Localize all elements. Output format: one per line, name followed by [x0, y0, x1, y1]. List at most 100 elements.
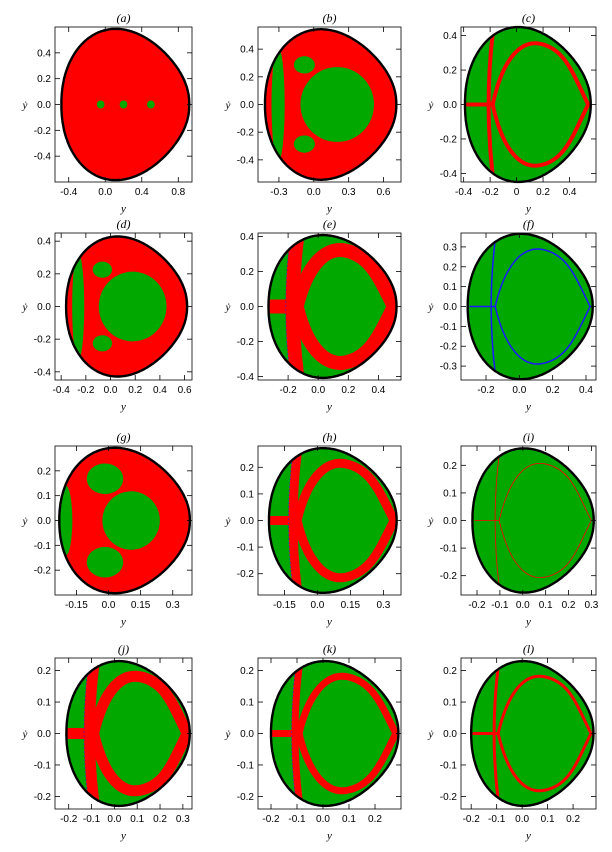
y-axis-label: ẏ [22, 100, 28, 112]
y-tick-label: 0.1 [443, 698, 457, 709]
y-tick-label: 0.2 [37, 666, 51, 677]
panel-title: (h) [323, 430, 337, 444]
x-tick-label: 0.2 [368, 814, 382, 825]
y-axis-label: ẏ [22, 729, 28, 741]
x-tick-label: -0.2 [482, 187, 500, 198]
x-tick-label: 0.0 [516, 600, 530, 611]
x-tick-label: 0.1 [541, 814, 555, 825]
basin-fill [471, 661, 594, 806]
y-axis-label: ẏ [225, 729, 231, 741]
panel: -0.4 -0.2 0 0.2 0.4 -0.4 -0.2 0.0 0.2 0.4 (c) y ẏ [428, 11, 597, 215]
y-tick-label: 0.1 [443, 488, 457, 499]
panel-title: (d) [117, 217, 131, 231]
basin-map [66, 661, 190, 806]
basin-lobe [102, 491, 160, 550]
x-tick-label: 0.2 [153, 814, 167, 825]
x-axis-label: y [326, 830, 332, 842]
basin-fill [467, 233, 593, 380]
basin-spot [147, 100, 155, 109]
basin-lobe [86, 546, 124, 578]
x-tick-label: -0.2 [262, 814, 280, 825]
basin-map [265, 29, 397, 180]
y-tick-label: 0.4 [240, 45, 254, 56]
x-tick-label: 0.2 [546, 385, 560, 396]
x-tick-label: -0.1 [488, 814, 506, 825]
y-tick-label: -0.3 [440, 362, 458, 373]
x-tick-label: 0.4 [371, 385, 385, 396]
y-tick-label: 0.0 [37, 302, 51, 313]
x-tick-label: -0.1 [491, 600, 509, 611]
panel-title: (e) [323, 217, 336, 231]
x-axis-label: y [120, 830, 126, 842]
y-tick-label: -0.4 [237, 155, 255, 166]
y-tick-label: -0.4 [34, 152, 52, 163]
y-tick-label: 0.2 [443, 262, 457, 273]
y-tick-label: 0.2 [443, 666, 457, 677]
panel: -0.2 -0.1 0.0 0.1 0.2 -0.2 -0.1 0.0 0.1 0.2 (k) y ẏ [225, 642, 402, 842]
basin-crescent [271, 46, 285, 163]
x-tick-label: 0.0 [104, 385, 118, 396]
basin-map [59, 447, 190, 594]
y-tick-label: -0.2 [34, 566, 52, 577]
separatrix-curve [494, 248, 591, 308]
y-tick-label: 0.4 [240, 232, 254, 243]
y-tick-label: -0.4 [34, 367, 52, 378]
y-tick-label: 0.2 [37, 269, 51, 280]
y-tick-label: -0.1 [34, 760, 52, 771]
y-tick-label: -0.1 [440, 760, 458, 771]
basin-map [269, 448, 397, 593]
x-tick-label: 0.2 [128, 385, 142, 396]
basin-island [300, 67, 375, 142]
y-axis-label: ẏ [225, 302, 231, 314]
panel: -0.4 0.0 0.4 0.8 -0.4 -0.2 0.0 0.2 0.4 (a) y ẏ [22, 11, 193, 215]
panel-title: (k) [323, 642, 336, 656]
panel-title: (l) [523, 642, 534, 656]
separatrix-curve [498, 520, 592, 578]
separatrix-curve [292, 458, 397, 525]
separatrix-curve [496, 674, 593, 735]
panel-title: (f) [523, 217, 534, 231]
x-tick-label: 0.0 [310, 600, 324, 611]
basin-island [293, 56, 315, 74]
y-tick-label: 0.0 [37, 100, 51, 111]
basin-island [98, 271, 167, 342]
y-tick-label: 0.0 [240, 516, 254, 527]
separatrix-curve [490, 41, 591, 107]
y-tick-label: 0.4 [37, 237, 51, 248]
x-tick-label: 0.0 [107, 814, 121, 825]
basin-fill [66, 661, 190, 806]
basin-island [92, 335, 113, 352]
x-tick-label: 0.1 [342, 814, 356, 825]
separatrix-curve [498, 463, 592, 521]
basin-fill [465, 27, 591, 182]
y-tick-label: 0.0 [240, 729, 254, 740]
separatrix-curve [494, 305, 591, 365]
x-tick-label: 0.15 [341, 600, 361, 611]
x-tick-label: 0.0 [98, 187, 112, 198]
y-tick-label: -0.1 [237, 760, 255, 771]
y-tick-label: 0.3 [443, 242, 457, 253]
y-tick-label: 0.2 [240, 267, 254, 278]
x-tick-label: 0.4 [563, 187, 577, 198]
y-axis-label: ẏ [428, 729, 434, 741]
basin-map [268, 235, 397, 378]
x-tick-label: 0.2 [566, 814, 580, 825]
y-tick-label: 0.0 [240, 302, 254, 313]
y-tick-label: 0.0 [37, 516, 51, 527]
separatrix-curve [295, 672, 399, 737]
x-tick-label: 0.3 [342, 187, 356, 198]
separatrix-curve [289, 299, 397, 370]
basin-map [271, 661, 399, 806]
x-tick-label: 0.3 [176, 814, 190, 825]
separatrix-curve [88, 670, 190, 739]
y-tick-label: 0.2 [443, 461, 457, 472]
x-axis-label: y [525, 830, 531, 842]
y-axis-label: ẏ [22, 516, 28, 528]
y-axis-label: ẏ [225, 100, 231, 112]
x-tick-label: -0.1 [288, 814, 306, 825]
y-axis-label: ẏ [428, 516, 434, 528]
x-tick-label: 0.1 [130, 814, 144, 825]
x-tick-label: -0.2 [77, 385, 95, 396]
basin-spot [119, 100, 128, 109]
y-axis-label: ẏ [22, 302, 28, 314]
